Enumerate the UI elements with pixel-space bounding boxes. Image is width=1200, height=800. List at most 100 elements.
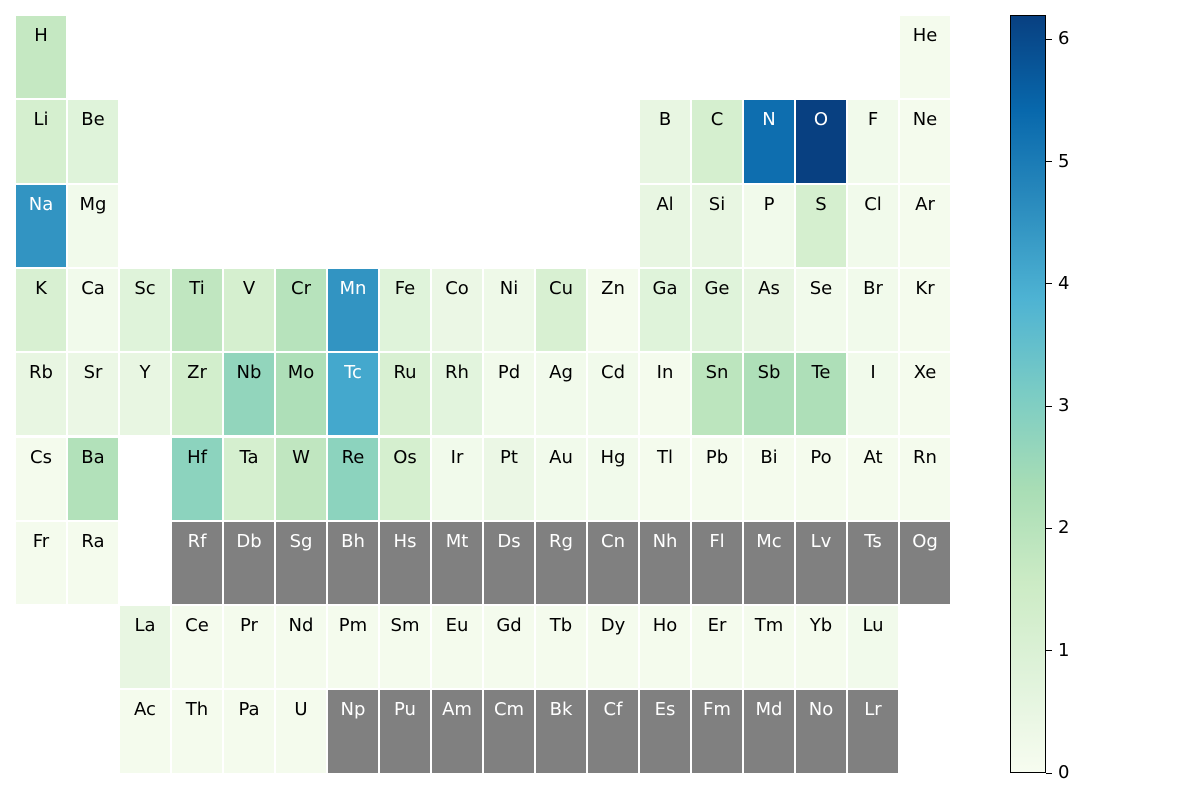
element-cell-si: Si bbox=[691, 183, 743, 268]
element-symbol: La bbox=[134, 615, 156, 637]
element-symbol: Nh bbox=[652, 530, 678, 552]
element-symbol: Fm bbox=[703, 699, 731, 721]
element-cell-pd: Pd bbox=[483, 352, 535, 437]
element-symbol: Sn bbox=[705, 362, 729, 384]
colorbar-tick bbox=[1046, 650, 1052, 652]
element-symbol: Be bbox=[81, 109, 105, 131]
element-cell-eu: Eu bbox=[431, 605, 483, 690]
element-cell-ag: Ag bbox=[535, 352, 587, 437]
element-cell-al: Al bbox=[639, 183, 691, 268]
element-cell-sb: Sb bbox=[743, 352, 795, 437]
element-cell-na: Na bbox=[15, 183, 67, 268]
element-symbol: Cd bbox=[601, 362, 625, 384]
element-cell-k: K bbox=[15, 267, 67, 353]
element-symbol: Fe bbox=[394, 277, 416, 299]
element-cell-cn: Cn bbox=[587, 520, 639, 606]
element-cell-rf: Rf bbox=[171, 520, 223, 606]
element-cell-os: Os bbox=[379, 436, 431, 521]
element-cell-hg: Hg bbox=[587, 436, 639, 521]
element-symbol: Zr bbox=[187, 362, 207, 384]
element-symbol: Xe bbox=[913, 362, 937, 384]
element-cell-mn: Mn bbox=[327, 267, 379, 353]
element-cell-au: Au bbox=[535, 436, 587, 521]
element-cell-sr: Sr bbox=[67, 352, 119, 437]
element-cell-yb: Yb bbox=[795, 605, 847, 690]
element-cell-ir: Ir bbox=[431, 436, 483, 521]
element-cell-pb: Pb bbox=[691, 436, 743, 521]
element-symbol: Ar bbox=[915, 193, 935, 215]
element-cell-tm: Tm bbox=[743, 605, 795, 690]
element-cell-mg: Mg bbox=[67, 183, 119, 268]
element-symbol: Si bbox=[708, 193, 726, 215]
element-symbol: Tb bbox=[549, 615, 573, 637]
element-symbol: Sg bbox=[289, 530, 313, 552]
element-symbol: Tm bbox=[754, 615, 784, 637]
element-symbol: Ti bbox=[189, 277, 205, 299]
element-symbol: Zn bbox=[601, 277, 625, 299]
element-symbol: W bbox=[292, 446, 310, 468]
element-symbol: Au bbox=[549, 446, 573, 468]
element-cell-ac: Ac bbox=[119, 689, 171, 774]
element-cell-sm: Sm bbox=[379, 605, 431, 690]
element-symbol: K bbox=[35, 277, 47, 299]
element-symbol: S bbox=[815, 193, 827, 215]
element-symbol: Gd bbox=[496, 615, 522, 637]
element-symbol: Ag bbox=[549, 362, 573, 384]
element-symbol: Cf bbox=[603, 699, 623, 721]
element-cell-bh: Bh bbox=[327, 520, 379, 606]
element-cell-cr: Cr bbox=[275, 267, 327, 353]
element-cell-ts: Ts bbox=[847, 520, 899, 606]
element-symbol: Cm bbox=[493, 699, 525, 721]
element-symbol: O bbox=[813, 109, 829, 131]
element-symbol: Ba bbox=[81, 446, 105, 468]
element-cell-hf: Hf bbox=[171, 436, 223, 521]
element-cell-as: As bbox=[743, 267, 795, 353]
element-cell-cf: Cf bbox=[587, 689, 639, 774]
element-symbol: Ce bbox=[185, 615, 209, 637]
element-symbol: Ds bbox=[497, 530, 521, 552]
element-symbol: Dy bbox=[600, 615, 626, 637]
element-cell-br: Br bbox=[847, 267, 899, 353]
element-cell-he: He bbox=[899, 15, 951, 100]
element-symbol: No bbox=[808, 699, 834, 721]
element-cell-md: Md bbox=[743, 689, 795, 774]
element-cell-np: Np bbox=[327, 689, 379, 774]
element-cell-cs: Cs bbox=[15, 436, 67, 521]
element-symbol: Rb bbox=[29, 362, 53, 384]
element-cell-i: I bbox=[847, 352, 899, 437]
element-symbol: As bbox=[758, 277, 780, 299]
element-symbol: Lr bbox=[864, 699, 882, 721]
element-symbol: Sm bbox=[390, 615, 420, 637]
element-cell-rg: Rg bbox=[535, 520, 587, 606]
element-cell-nh: Nh bbox=[639, 520, 691, 606]
element-cell-tb: Tb bbox=[535, 605, 587, 690]
element-cell-cd: Cd bbox=[587, 352, 639, 437]
element-cell-ds: Ds bbox=[483, 520, 535, 606]
colorbar-tick bbox=[1046, 405, 1052, 407]
element-symbol: Li bbox=[33, 109, 49, 131]
element-symbol: Md bbox=[755, 699, 783, 721]
element-symbol: Os bbox=[393, 446, 417, 468]
element-cell-ne: Ne bbox=[899, 99, 951, 184]
element-symbol: Bk bbox=[549, 699, 573, 721]
element-symbol: Ta bbox=[239, 446, 259, 468]
element-symbol: Hg bbox=[600, 446, 626, 468]
element-symbol: Ga bbox=[652, 277, 678, 299]
element-cell-lv: Lv bbox=[795, 520, 847, 606]
element-cell-pr: Pr bbox=[223, 605, 275, 690]
element-cell-kr: Kr bbox=[899, 267, 951, 353]
colorbar-tick bbox=[1046, 527, 1052, 529]
element-cell-ar: Ar bbox=[899, 183, 951, 268]
element-symbol: C bbox=[710, 109, 724, 131]
element-cell-s: S bbox=[795, 183, 847, 268]
element-cell-at: At bbox=[847, 436, 899, 521]
element-cell-fl: Fl bbox=[691, 520, 743, 606]
element-cell-tc: Tc bbox=[327, 352, 379, 437]
element-cell-pm: Pm bbox=[327, 605, 379, 690]
element-cell-n: N bbox=[743, 99, 795, 184]
element-symbol: Al bbox=[656, 193, 674, 215]
element-symbol: Y bbox=[139, 362, 151, 384]
element-symbol: Db bbox=[236, 530, 262, 552]
element-cell-pt: Pt bbox=[483, 436, 535, 521]
element-symbol: Ra bbox=[81, 530, 105, 552]
